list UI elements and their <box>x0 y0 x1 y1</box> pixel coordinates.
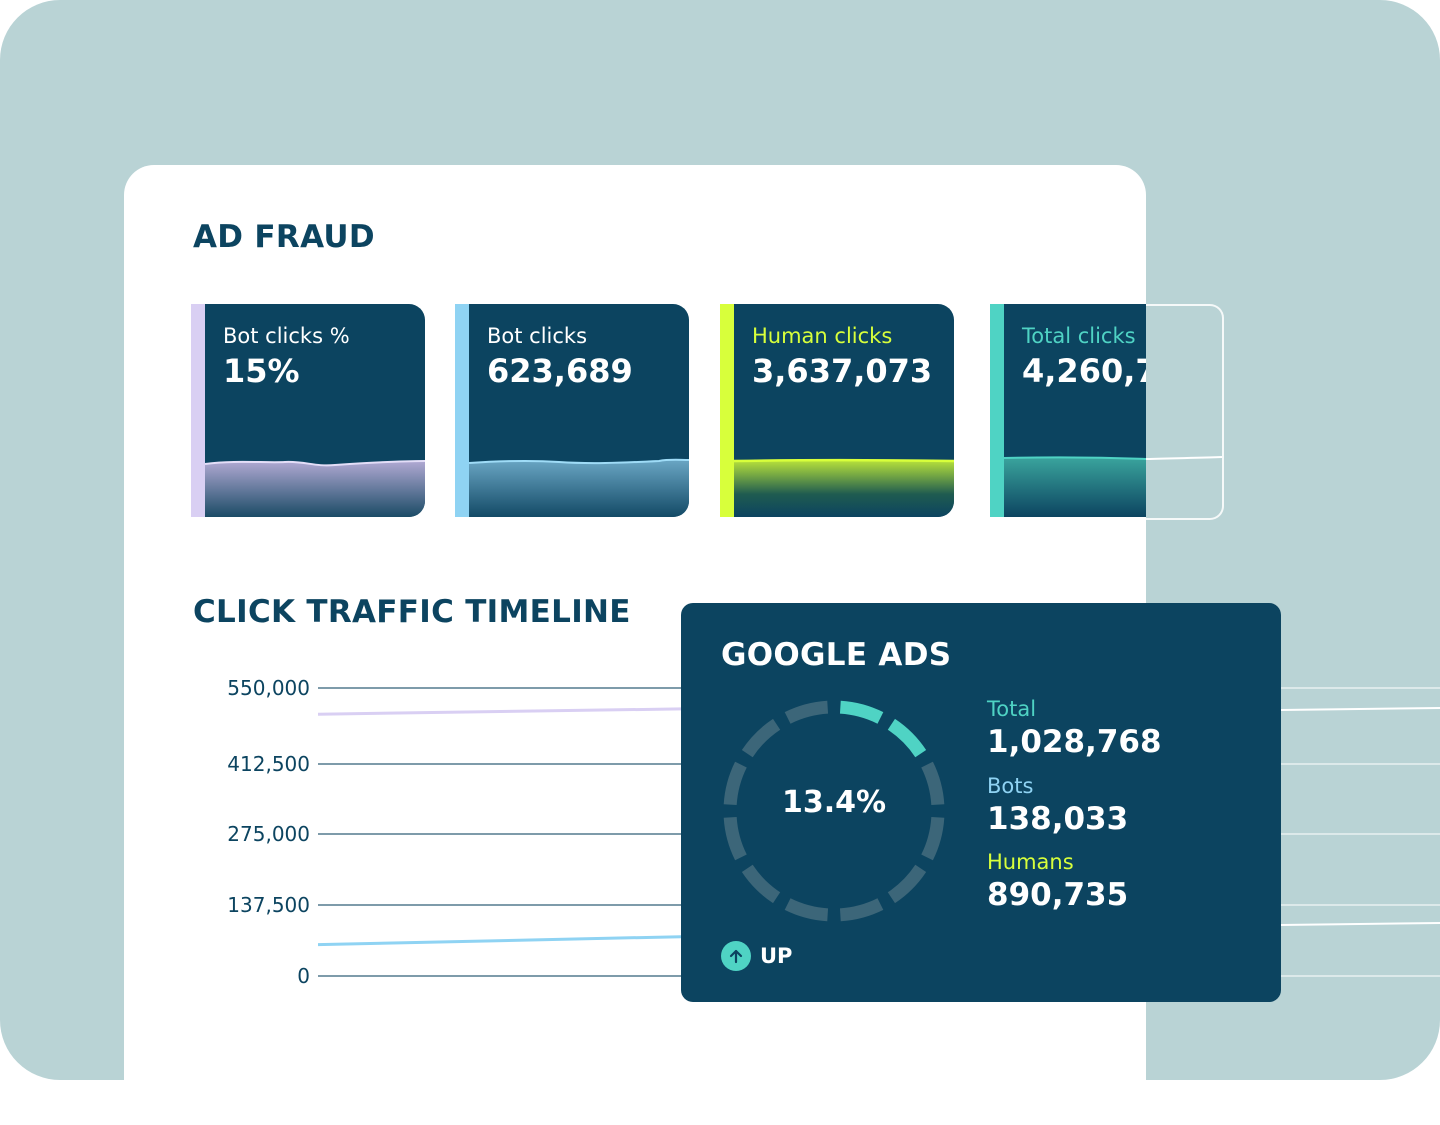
stat-sparkline <box>1004 456 1146 517</box>
trend-badge: UP <box>721 941 792 971</box>
total-label: Total <box>987 697 1037 721</box>
donut-segment <box>741 718 781 758</box>
donut-segment <box>921 816 945 861</box>
stat-sparkline <box>469 458 689 517</box>
stat-accent-bar <box>191 304 205 517</box>
stat-card-total-clicks[interactable]: Total clicks 4,260,726 <box>990 304 1146 517</box>
stat-accent-bar <box>720 304 734 517</box>
donut-segment-bots <box>839 700 884 724</box>
bot-ratio-donut <box>723 700 945 922</box>
stat-label: Human clicks <box>752 324 893 348</box>
y-tick-label: 412,500 <box>227 752 310 776</box>
stat-accent-bar <box>990 304 1004 517</box>
donut-segment-bots <box>887 718 927 758</box>
y-tick-label: 275,000 <box>227 822 310 846</box>
google-ads-panel[interactable]: GOOGLE ADS 13.4% Total 1,028,768 Bots 13… <box>681 603 1281 1002</box>
y-tick-label: 137,500 <box>227 893 310 917</box>
stat-card-human-clicks[interactable]: Human clicks 3,637,073 <box>720 304 954 517</box>
bot-percentage: 13.4% <box>781 785 887 820</box>
donut-segment <box>723 761 747 806</box>
donut-segment <box>921 761 945 806</box>
bots-value: 138,033 <box>987 801 1129 837</box>
donut-segment <box>784 700 829 724</box>
y-tick-label: 550,000 <box>227 676 310 700</box>
donut-segment <box>723 816 747 861</box>
stat-value: 3,637,073 <box>752 352 933 390</box>
stat-sparkline <box>734 459 954 517</box>
ad-fraud-title: AD FRAUD <box>193 219 375 255</box>
total-value: 1,028,768 <box>987 724 1162 760</box>
humans-value: 890,735 <box>987 877 1129 913</box>
stat-label: Bot clicks % <box>223 324 350 348</box>
stat-card-total-clicks-overflow <box>1146 304 1224 520</box>
humans-label: Humans <box>987 850 1074 874</box>
google-ads-title: GOOGLE ADS <box>721 637 952 673</box>
series-line-1 <box>318 935 682 947</box>
y-tick-label: 0 <box>297 964 310 988</box>
stat-label: Total clicks <box>1022 324 1136 348</box>
series-line-0 <box>318 707 682 716</box>
stat-value: 4,260,726 <box>1022 352 1146 390</box>
stat-sparkline <box>205 460 425 517</box>
arrow-up-icon <box>721 941 751 971</box>
donut-segment <box>839 898 884 922</box>
timeline-title: CLICK TRAFFIC TIMELINE <box>193 594 631 630</box>
donut-segment <box>784 898 829 922</box>
stat-value: 15% <box>223 352 300 390</box>
stat-card-bot-clicks[interactable]: Bot clicks 623,689 <box>455 304 689 517</box>
donut-segment <box>887 864 927 904</box>
stat-value: 623,689 <box>487 352 633 390</box>
donut-segment <box>741 864 781 904</box>
bots-label: Bots <box>987 774 1034 798</box>
stat-accent-bar <box>455 304 469 517</box>
stat-label: Bot clicks <box>487 324 588 348</box>
stat-card-bot-clicks-percent[interactable]: Bot clicks % 15% <box>191 304 425 517</box>
trend-label: UP <box>760 944 793 968</box>
overflow-sparkline <box>1146 456 1222 460</box>
